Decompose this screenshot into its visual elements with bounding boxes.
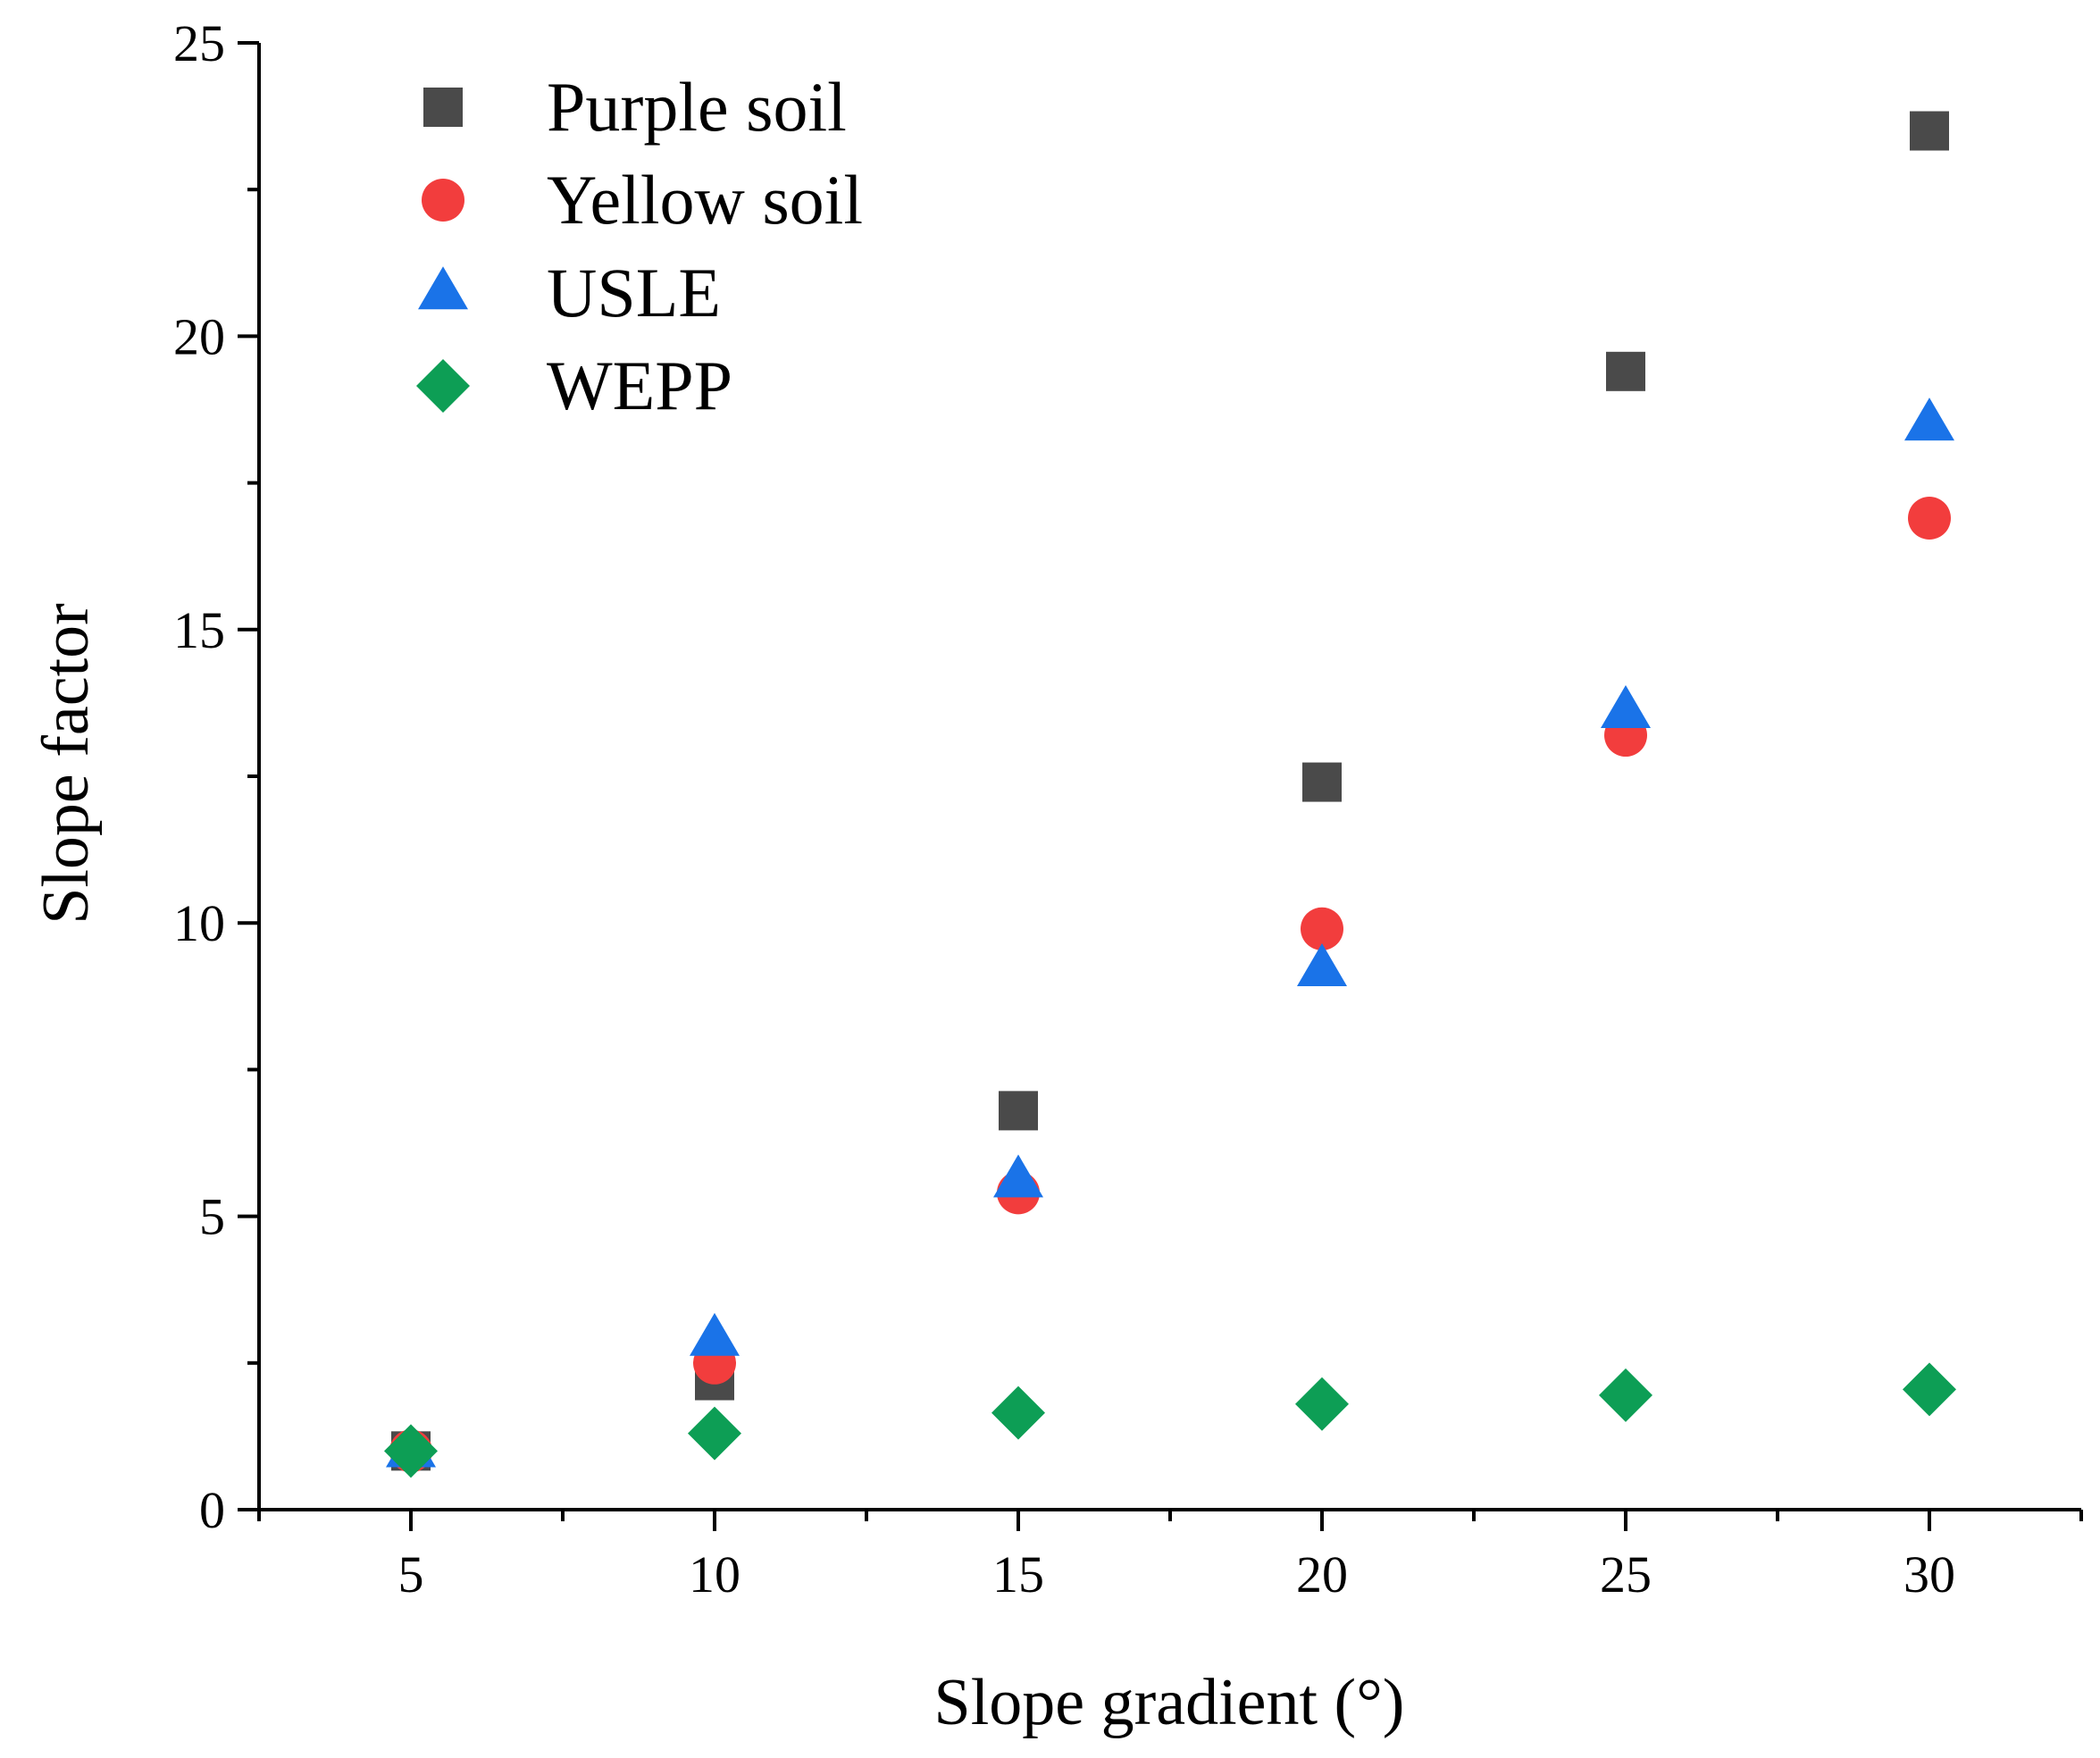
legend-item: Yellow soil <box>422 161 863 239</box>
y-tick-label: 15 <box>173 601 225 659</box>
x-tick-label: 15 <box>992 1545 1044 1603</box>
x-tick-label: 30 <box>1903 1545 1955 1603</box>
series-wepp <box>384 1362 1956 1478</box>
data-point <box>993 1154 1043 1198</box>
data-point <box>999 1091 1038 1131</box>
data-point <box>991 1385 1045 1440</box>
y-tick-label: 10 <box>173 894 225 952</box>
data-point <box>1302 762 1342 802</box>
legend-label: USLE <box>547 254 721 331</box>
y-axis-title: Slope factor <box>29 603 103 925</box>
legend-marker <box>422 179 464 222</box>
data-point <box>1904 398 1954 441</box>
series-usle <box>386 398 1954 1468</box>
data-point <box>1295 1377 1349 1431</box>
legend-item: Purple soil <box>423 68 847 146</box>
y-tick-label: 25 <box>173 14 225 72</box>
y-tick-label: 0 <box>199 1481 225 1539</box>
x-tick-label: 5 <box>398 1545 424 1603</box>
x-axis-title: Slope gradient (°) <box>934 1666 1405 1739</box>
data-point <box>384 1424 438 1478</box>
data-point <box>1606 351 1645 391</box>
x-tick-label: 10 <box>689 1545 740 1603</box>
legend-label: WEPP <box>547 347 732 424</box>
legend-marker <box>423 88 463 127</box>
data-point <box>1599 1368 1652 1422</box>
data-point <box>1301 907 1343 950</box>
legend-marker <box>418 266 468 310</box>
data-point <box>1297 942 1347 986</box>
y-tick-label: 5 <box>199 1188 225 1246</box>
data-points <box>384 111 1956 1478</box>
data-point <box>688 1406 741 1461</box>
x-tick-label: 25 <box>1600 1545 1652 1603</box>
data-point <box>1903 1362 1956 1417</box>
axes <box>257 43 2081 1511</box>
x-tick-label: 20 <box>1296 1545 1348 1603</box>
legend-item: WEPP <box>416 347 732 424</box>
data-point <box>690 1312 740 1356</box>
legend-label: Yellow soil <box>547 161 863 239</box>
y-axis-ticks: 0 5 10 15 20 25 <box>173 14 259 1539</box>
data-point <box>1910 111 1949 151</box>
data-point <box>1908 497 1951 540</box>
data-point <box>1601 684 1651 728</box>
legend-marker <box>416 359 470 413</box>
series-yellow-soil <box>389 497 1951 1473</box>
legend-label: Purple soil <box>547 68 847 146</box>
y-tick-label: 20 <box>173 307 225 365</box>
legend: Purple soil Yellow soil USLE WEPP <box>416 68 863 424</box>
legend-item: USLE <box>418 254 721 331</box>
x-axis-ticks: 5 10 15 20 25 30 <box>257 1510 2083 1603</box>
